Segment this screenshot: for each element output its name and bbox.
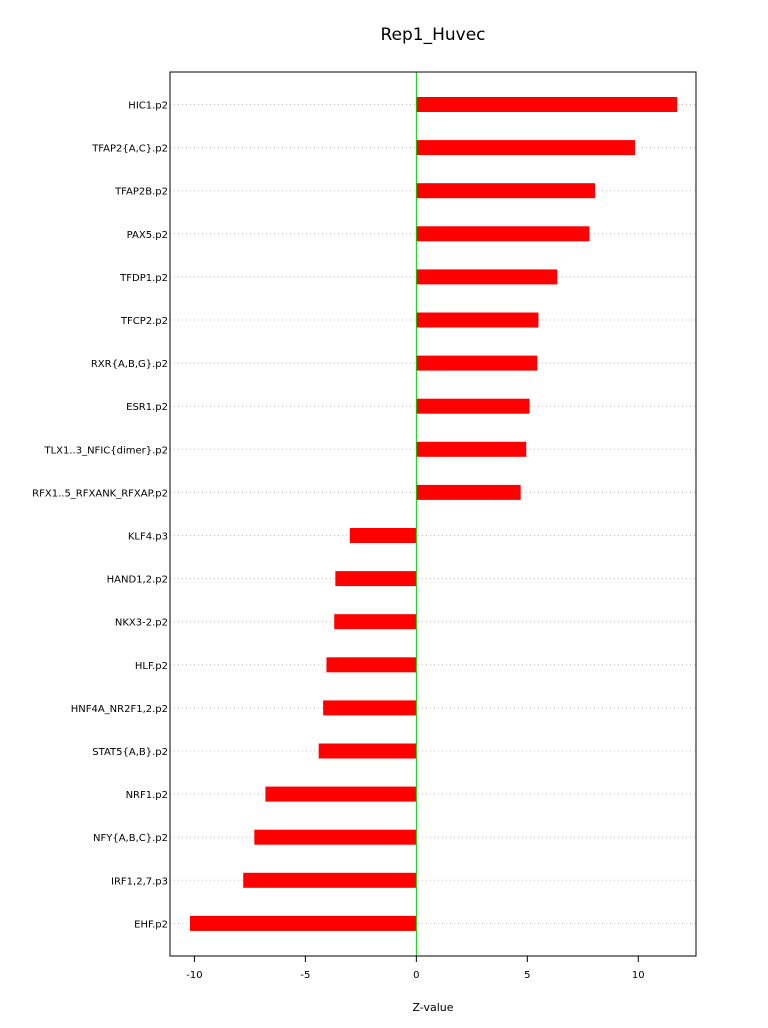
- plot-frame: [169, 71, 697, 957]
- bar: [416, 312, 539, 328]
- category-label: HNF4A_NR2F1,2.p2: [71, 704, 168, 715]
- category-label: PAX5.p2: [127, 230, 168, 241]
- category-label: HIC1.p2: [128, 101, 168, 112]
- category-label: RFX1..5_RFXANK_RFXAP.p2: [32, 488, 168, 499]
- bar: [416, 183, 596, 199]
- category-label: TFDP1.p2: [119, 273, 168, 284]
- category-label: KLF4.p3: [128, 532, 168, 543]
- bar: [416, 398, 530, 414]
- category-label: HLF.p2: [135, 661, 168, 672]
- bar: [416, 441, 527, 457]
- bar: [416, 484, 521, 500]
- bar: [335, 571, 417, 587]
- x-axis-label: Z-value: [412, 1001, 453, 1014]
- category-label: TFAP2B.p2: [114, 187, 168, 198]
- x-tick-label: 0: [413, 970, 419, 981]
- x-tick-label: -10: [186, 970, 202, 981]
- category-label: TLX1..3_NFIC{dimer}.p2: [43, 445, 168, 456]
- x-axis: -10 -5 0 5 10: [186, 956, 645, 981]
- bar: [243, 872, 417, 888]
- x-tick-label: 10: [632, 970, 645, 981]
- bar: [326, 657, 417, 673]
- bar-layer: [189, 97, 678, 931]
- x-tick-label: -5: [300, 970, 310, 981]
- category-label: HAND1,2.p2: [107, 575, 168, 586]
- bar: [323, 700, 417, 716]
- bar: [416, 226, 590, 242]
- category-label: IRF1,2,7.p3: [111, 876, 168, 887]
- bar: [416, 140, 635, 156]
- category-label: ESR1.p2: [126, 402, 168, 413]
- category-label: NFY{A,B,C}.p2: [93, 833, 168, 844]
- category-label: TFCP2.p2: [120, 316, 168, 327]
- category-label: NKX3-2.p2: [115, 618, 168, 629]
- category-label: STAT5{A,B}.p2: [92, 747, 168, 758]
- bar: [416, 355, 538, 371]
- bar: [189, 915, 417, 931]
- category-label: EHF.p2: [134, 919, 168, 930]
- bar: [349, 528, 417, 543]
- category-labels: HIC1.p2 TFAP2{A,C}.p2 TFAP2B.p2 PAX5.p2 TFDP…: [32, 101, 168, 931]
- bar: [416, 97, 678, 112]
- bar: [265, 786, 417, 802]
- category-label: TFAP2{A,C}.p2: [91, 144, 168, 155]
- category-label: RXR{A,B,G}.p2: [91, 359, 168, 370]
- x-tick-label: 5: [524, 970, 530, 981]
- chart-title: Rep1_Huvec: [380, 25, 485, 45]
- bar: [254, 829, 417, 845]
- bar: [416, 269, 558, 285]
- category-label: NRF1.p2: [126, 790, 168, 801]
- bar: [318, 743, 417, 759]
- bar: [334, 614, 417, 630]
